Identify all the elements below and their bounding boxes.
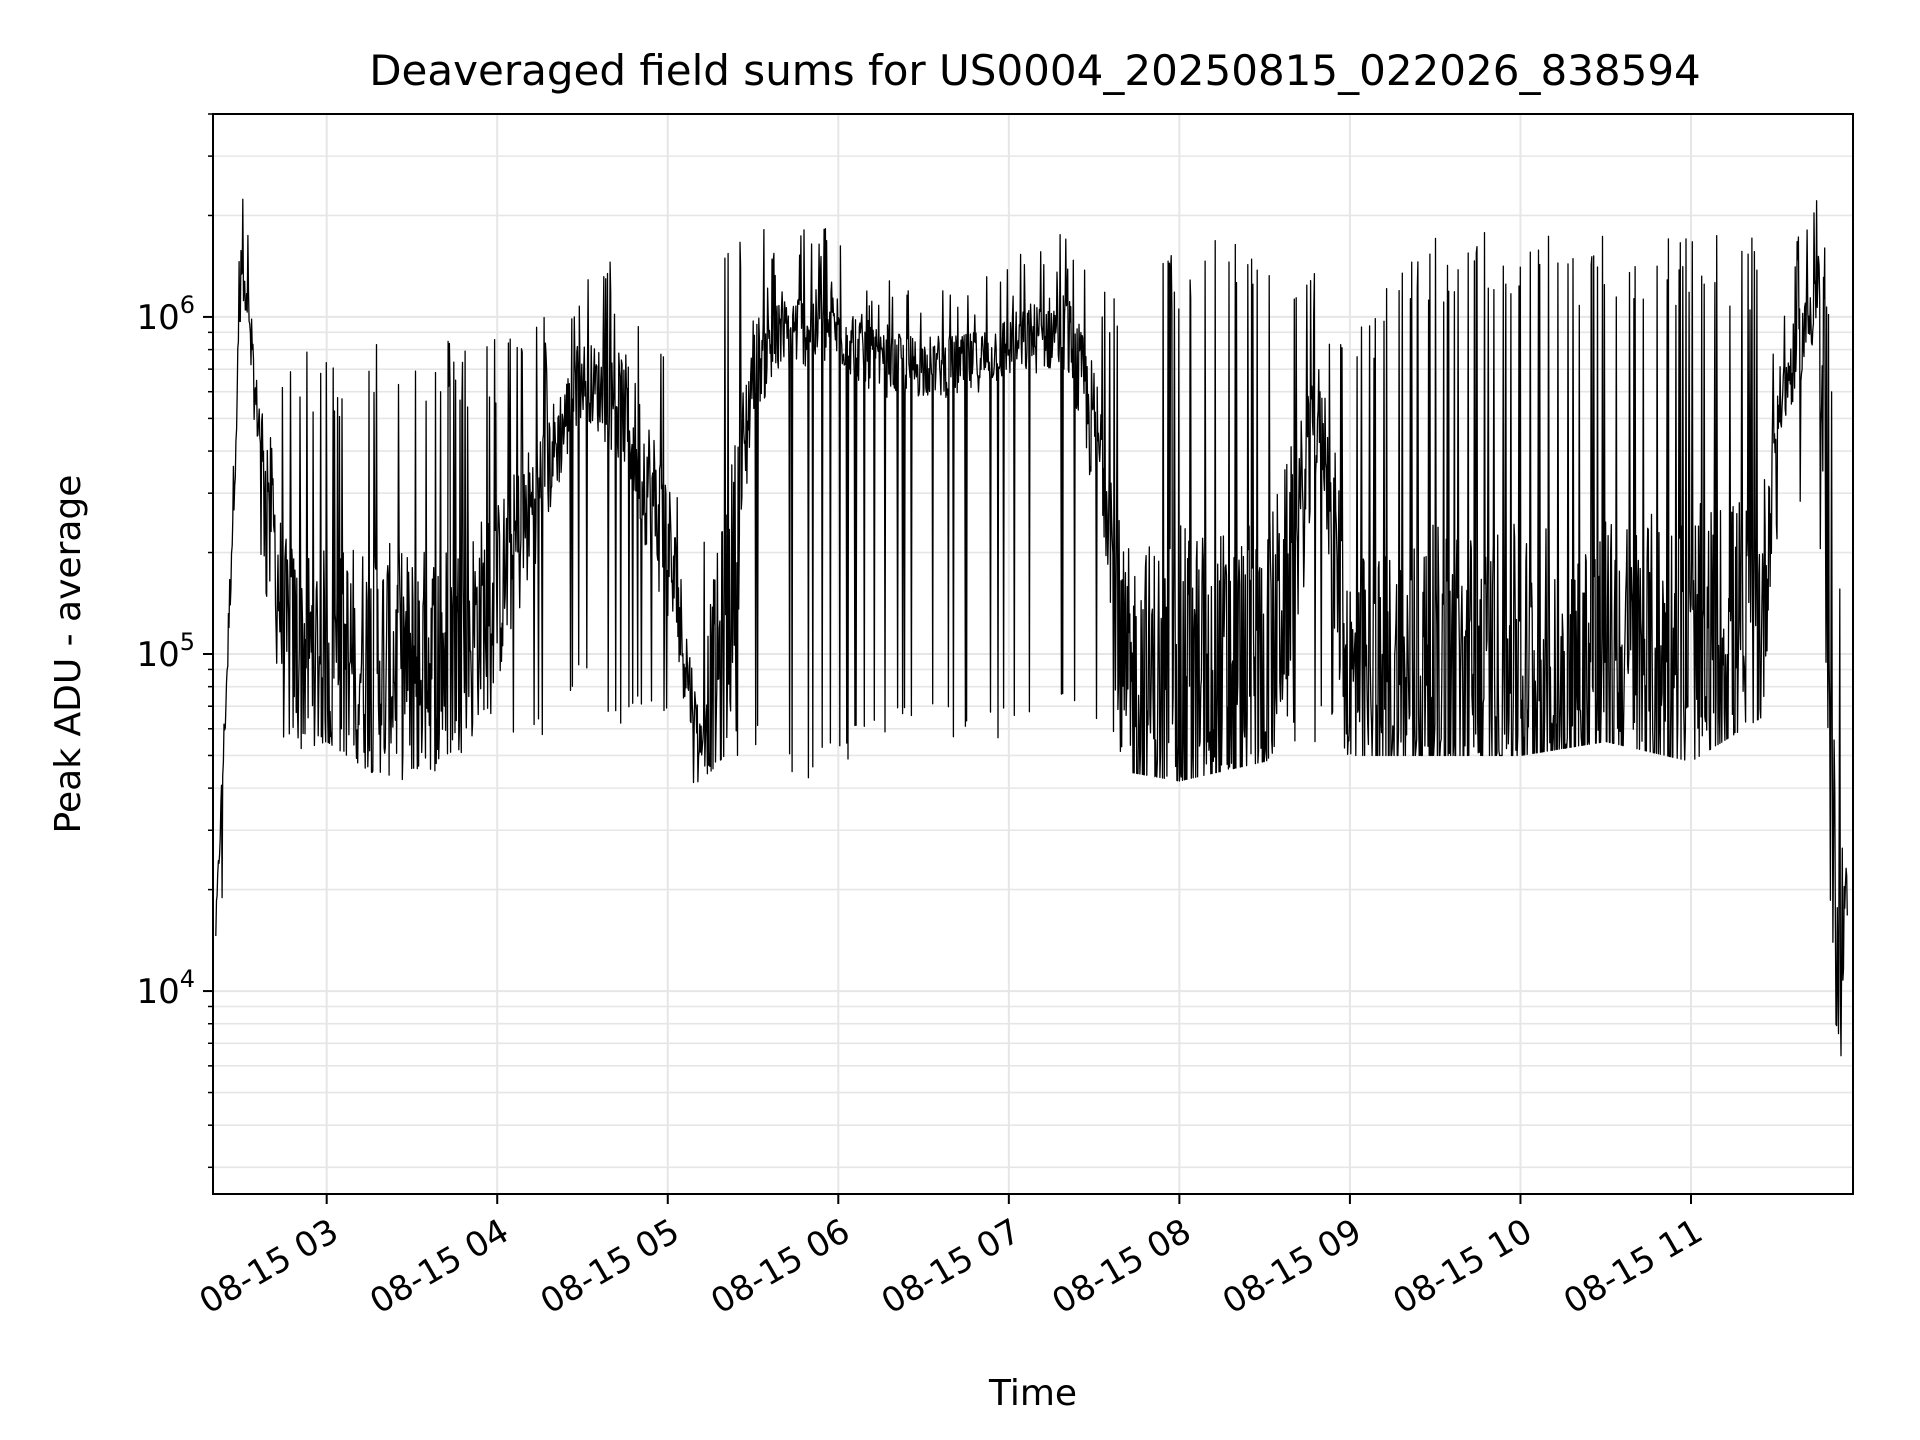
x-axis-label: Time <box>988 1373 1077 1414</box>
y-tick-label: 104 <box>136 965 195 1012</box>
series-path <box>215 198 1848 1057</box>
series-line <box>215 198 1848 1057</box>
y-tick-label: 105 <box>136 628 195 675</box>
chart-title: Deaveraged field sums for US0004_2025081… <box>369 46 1701 95</box>
plot-frame <box>212 113 1854 1195</box>
y-axis-label: Peak ADU - average <box>48 475 89 834</box>
y-tick-label: 106 <box>136 291 195 338</box>
